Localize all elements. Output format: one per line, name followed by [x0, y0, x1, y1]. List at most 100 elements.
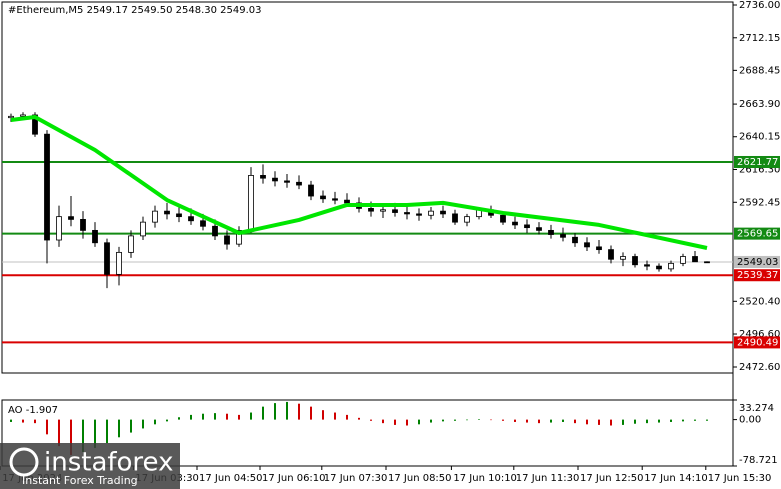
- ao-bar: [190, 414, 192, 420]
- ao-bar: [550, 419, 552, 423]
- y-tick-label: 2520.40: [739, 296, 780, 307]
- candle-body: [320, 195, 326, 200]
- ao-bar: [298, 403, 300, 420]
- ao-bar: [454, 419, 456, 421]
- watermark-tagline: Instant Forex Trading: [22, 474, 138, 487]
- candle-body: [440, 210, 446, 215]
- candle-body: [548, 229, 554, 235]
- candle-body: [572, 236, 578, 244]
- ao-bar: [370, 419, 372, 421]
- ao-bar: [22, 419, 24, 423]
- candle-body: [200, 220, 206, 227]
- y-tick-label: 2736.00: [739, 0, 780, 11]
- watermark: instaforex Instant Forex Trading: [0, 443, 180, 489]
- candle-body: [20, 114, 26, 117]
- ao-bar: [490, 419, 492, 421]
- candle-body: [380, 209, 386, 212]
- ao-y-tick-label: 0.00: [739, 415, 761, 426]
- candle-body: [368, 208, 374, 212]
- candle-body: [452, 213, 458, 223]
- ao-bar: [646, 419, 648, 424]
- ao-bar: [586, 419, 588, 425]
- candle-body: [392, 209, 398, 213]
- x-tick-label: 17 Jun 07:30: [324, 473, 388, 484]
- ao-bar: [346, 414, 348, 420]
- x-tick-label: 17 Jun 08:50: [388, 473, 452, 484]
- ao-bar: [358, 417, 360, 420]
- ao-bar: [34, 419, 36, 424]
- candle-body: [44, 133, 50, 241]
- y-tick-label: 2688.45: [739, 65, 780, 76]
- ao-bar: [286, 401, 288, 420]
- ao-bar: [322, 410, 324, 420]
- candle-body: [92, 229, 98, 244]
- x-tick-label: 17 Jun 14:10: [644, 473, 708, 484]
- candle-body: [128, 235, 134, 253]
- candle-body: [56, 216, 62, 241]
- ao-bar: [622, 419, 624, 425]
- ao-bar: [82, 419, 84, 453]
- ao-bar: [514, 419, 516, 422]
- ao-bar: [502, 419, 504, 421]
- x-tick-label: 17 Jun 06:10: [262, 473, 326, 484]
- ao-bar: [658, 419, 660, 423]
- price-tag-label: 2549.03: [737, 257, 778, 268]
- ao-bar: [46, 419, 48, 435]
- ao-bar: [562, 419, 564, 422]
- ao-bar: [406, 419, 408, 426]
- ao-bar: [250, 412, 252, 420]
- y-tick-label: 2616.30: [739, 165, 780, 176]
- ao-bar: [610, 419, 612, 426]
- ao-title: AO -1.907: [8, 405, 58, 416]
- ao-bar: [310, 406, 312, 420]
- candle-body: [284, 180, 290, 183]
- ao-bar: [430, 419, 432, 423]
- candle-body: [644, 264, 650, 267]
- candle-body: [248, 175, 254, 231]
- candle-body: [152, 210, 158, 223]
- y-tick-label: 2592.45: [739, 197, 780, 208]
- candle-body: [500, 214, 506, 223]
- ao-bar: [706, 419, 708, 421]
- y-tick-label: 2712.15: [739, 33, 780, 44]
- y-tick-label: 2496.60: [739, 329, 780, 340]
- y-tick-label: 2640.15: [739, 132, 780, 143]
- candle-body: [428, 210, 434, 216]
- x-tick-label: 17 Jun 11:30: [516, 473, 580, 484]
- ao-y-tick-label: 33.274: [739, 403, 774, 414]
- candle-body: [140, 221, 146, 237]
- x-tick-label: 17 Jun 04:50: [199, 473, 263, 484]
- candle-body: [80, 218, 86, 231]
- candle-body: [584, 242, 590, 248]
- ao-bar: [538, 419, 540, 424]
- candle-body: [224, 235, 230, 245]
- ao-bar: [262, 406, 264, 420]
- candle-body: [416, 213, 422, 216]
- ao-bar: [526, 419, 528, 423]
- candle-body: [512, 221, 518, 226]
- price-tag-label: 2490.49: [737, 337, 778, 348]
- candle-body: [104, 242, 110, 275]
- candle-body: [632, 256, 638, 266]
- x-tick-label: 17 Jun 12:50: [580, 473, 644, 484]
- price-tag: [734, 336, 780, 349]
- ao-bar: [226, 413, 228, 420]
- ao-bar: [574, 419, 576, 424]
- ao-bar: [178, 417, 180, 420]
- candle-body: [404, 212, 410, 215]
- price-tag-label: 2569.65: [737, 229, 778, 240]
- candle-body: [32, 114, 38, 135]
- candle-body: [272, 177, 278, 182]
- ao-bar: [382, 419, 384, 424]
- ao-bar: [118, 419, 120, 438]
- ao-bar: [94, 419, 96, 448]
- candle-body: [344, 199, 350, 204]
- candle-body: [524, 224, 530, 229]
- ao-bar: [478, 419, 480, 420]
- ao-bar: [466, 419, 468, 421]
- ao-bar: [334, 412, 336, 420]
- ao-bar: [70, 419, 72, 455]
- watermark-logo: [9, 447, 39, 477]
- chart-title: #Ethereum,M5 2549.17 2549.50 2548.30 254…: [8, 5, 262, 16]
- x-tick-label: 17 Jun 10:10: [453, 473, 517, 484]
